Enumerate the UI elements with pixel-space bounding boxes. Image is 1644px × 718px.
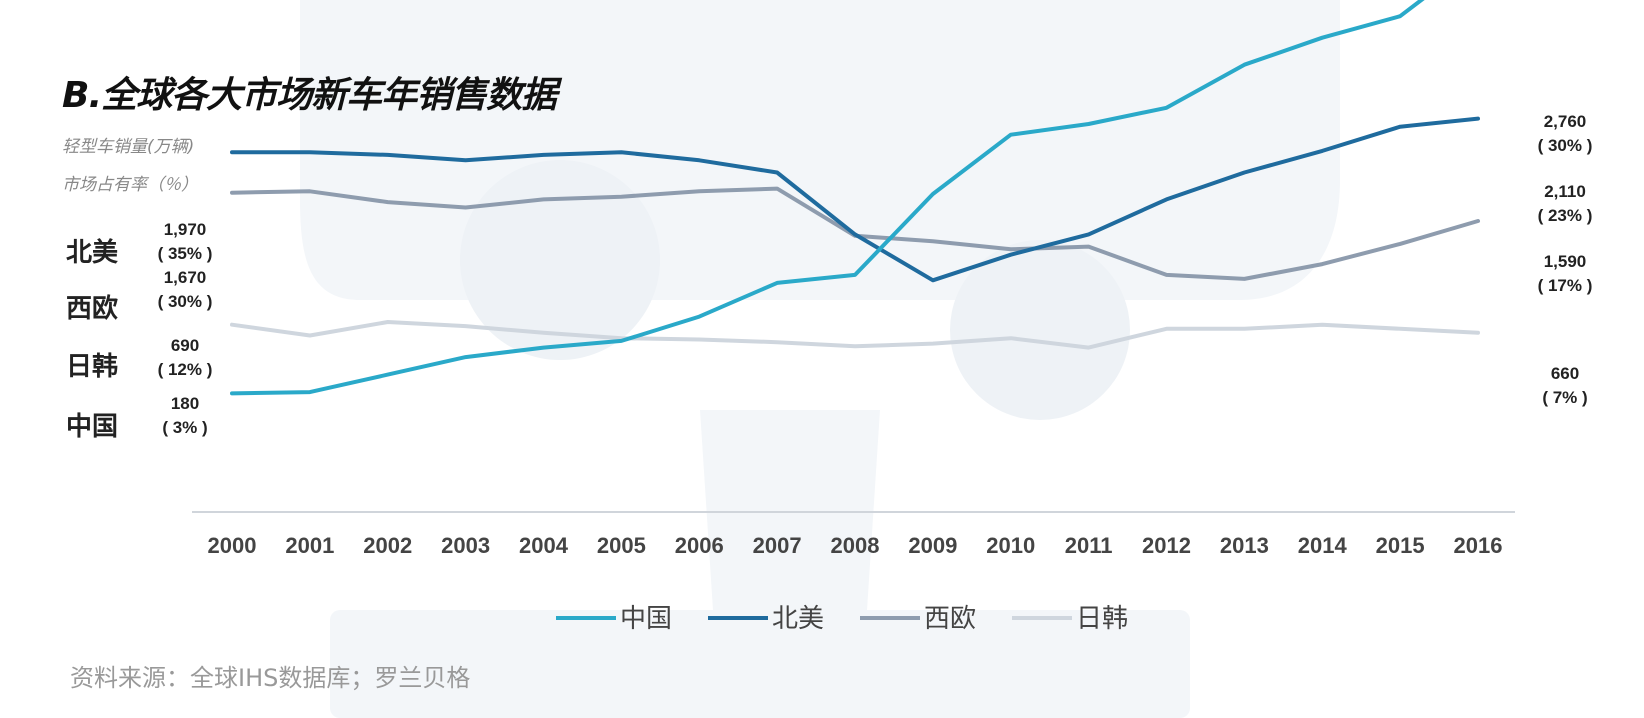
x-tick-label: 2002 xyxy=(363,533,412,558)
chart-subtitle-unit: 轻型车销量(万辆) xyxy=(62,137,195,157)
legend-item: 中国 xyxy=(556,604,672,634)
x-tick-label: 2003 xyxy=(441,533,490,558)
chart-subtitle-share: 市场占有率（％） xyxy=(62,175,198,195)
x-tick-label: 2006 xyxy=(675,533,724,558)
x-tick-label: 2005 xyxy=(597,533,646,558)
legend-label: 中国 xyxy=(620,604,672,634)
series-line-日韩 xyxy=(230,320,1480,350)
x-tick-label: 2007 xyxy=(753,533,802,558)
x-tick-label: 2014 xyxy=(1298,533,1348,558)
x-tick-label: 2015 xyxy=(1376,533,1425,558)
right-value-label: 660( 7% ) xyxy=(1542,364,1588,407)
x-tick-label: 2000 xyxy=(208,533,257,558)
x-tick-label: 2012 xyxy=(1142,533,1191,558)
x-tick-label: 2008 xyxy=(831,533,880,558)
chart-title: B.全球各大市场新车年销售数据 xyxy=(62,75,557,116)
x-tick-label: 2016 xyxy=(1454,533,1503,558)
x-tick-label: 2001 xyxy=(285,533,334,558)
right-value-label: 2,110( 23% ) xyxy=(1537,182,1593,225)
left-value-label: 1,970( 35% ) xyxy=(157,220,213,263)
left-value-label: 690( 12% ) xyxy=(157,336,213,379)
legend-item: 日韩 xyxy=(1012,604,1128,634)
x-tick-label: 2004 xyxy=(519,533,569,558)
left-region-label: 北美 xyxy=(66,238,119,268)
legend-label: 日韩 xyxy=(1076,604,1128,634)
series-line-北美 xyxy=(230,116,1480,283)
x-tick-label: 2009 xyxy=(908,533,957,558)
right-value-label: 2,760( 30% ) xyxy=(1537,112,1593,155)
left-region-label: 日韩 xyxy=(66,352,119,382)
legend-label: 西欧 xyxy=(924,604,976,634)
x-tick-label: 2013 xyxy=(1220,533,1269,558)
right-value-label: 1,590( 17% ) xyxy=(1537,252,1593,295)
source-note: 资料来源：全球IHS数据库；罗兰贝格 xyxy=(70,664,471,692)
left-value-label: 180( 3% ) xyxy=(162,394,208,437)
left-region-label: 中国 xyxy=(66,412,119,442)
x-tick-label: 2011 xyxy=(1065,533,1113,558)
left-region-label: 西欧 xyxy=(66,294,119,324)
legend-label: 北美 xyxy=(772,604,824,634)
series-line-中国 xyxy=(230,0,1425,396)
legend-item: 西欧 xyxy=(860,604,976,634)
x-tick-label: 2010 xyxy=(986,533,1035,558)
legend-item: 北美 xyxy=(708,604,824,634)
left-value-label: 1,670( 30% ) xyxy=(157,268,213,311)
